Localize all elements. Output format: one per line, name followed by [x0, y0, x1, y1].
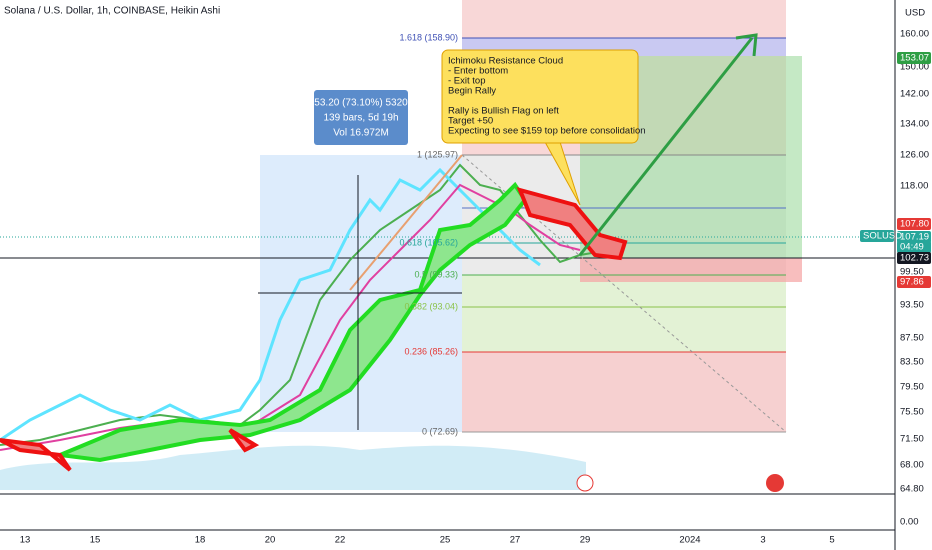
fib-label: 0 (72.69) — [422, 426, 458, 436]
time-label: 25 — [440, 535, 451, 546]
price-badge — [897, 252, 931, 264]
annotation-line: Target +50 — [448, 116, 493, 127]
currency: USD — [905, 8, 925, 19]
fib-label: 0.5 (99.33) — [414, 269, 458, 279]
annotation-box — [441, 49, 639, 144]
annotation-line: Begin Rally — [448, 86, 496, 97]
price-label: 71.50 — [900, 434, 924, 445]
annotation-line: Ichimoku Resistance Cloud — [448, 56, 563, 67]
annotation-line: - Exit top — [448, 76, 486, 87]
time-label: 22 — [335, 535, 346, 546]
time-label: 20 — [265, 535, 276, 546]
arrow-head — [735, 33, 758, 57]
time-label: 27 — [510, 535, 521, 546]
fib-label: 1.618 (158.90) — [399, 32, 458, 42]
time-label: 5 — [829, 535, 834, 546]
measure-text: Vol 16.972M — [333, 128, 389, 139]
target-arrow — [578, 37, 754, 256]
annotation-line: - Enter bottom — [448, 66, 508, 77]
price-label: 160.00 — [900, 29, 929, 40]
price-label: 0.00 — [900, 517, 919, 528]
rally-line — [349, 154, 463, 291]
badge-text: 97.86 — [900, 277, 924, 288]
trend-dash — [461, 154, 787, 433]
fib-zone-bottom — [462, 352, 786, 432]
time-label: 2024 — [679, 535, 700, 546]
ichimoku-cloud-red — [0, 187, 628, 472]
price-label: 142.00 — [900, 89, 929, 100]
price-label: 64.80 — [900, 484, 924, 495]
volume — [0, 445, 586, 490]
badge-text: SOLUSD — [863, 231, 902, 242]
loss-zone — [580, 258, 802, 282]
price-label: 87.50 — [900, 333, 924, 344]
time-label: 13 — [20, 535, 31, 546]
badge-text: 107.80 — [900, 219, 929, 230]
fib-lines — [462, 37, 786, 433]
price-badge — [897, 276, 931, 288]
flag-icon[interactable] — [766, 474, 784, 492]
candles — [0, 163, 611, 446]
measure-text: 139 bars, 5d 19h — [323, 113, 398, 124]
price-axis-bg — [895, 0, 932, 550]
event-icon[interactable] — [576, 474, 594, 492]
price-label: 126.00 — [900, 150, 929, 161]
price-label: 79.50 — [900, 382, 924, 393]
price-badge — [860, 230, 894, 242]
lagging-span — [0, 167, 541, 442]
fib-label: 0.236 (85.26) — [404, 346, 458, 356]
annotation-line: Expecting to see $159 top before consoli… — [448, 126, 646, 137]
price-label: 134.00 — [900, 119, 929, 130]
price-badge — [897, 218, 931, 230]
price-badge — [897, 231, 931, 243]
price-label: 93.50 — [900, 300, 924, 311]
chart-title: Solana / U.S. Dollar, 1h, COINBASE, Heik… — [4, 6, 220, 17]
price-label: 99.50 — [900, 267, 924, 278]
time-label: 15 — [90, 535, 101, 546]
price-badge — [897, 241, 931, 253]
time-label: 3 — [760, 535, 765, 546]
measure-text: 53.20 (73.10%) 5320 — [314, 98, 408, 109]
price-label: 118.00 — [900, 181, 928, 192]
price-label: 150.00 — [900, 62, 929, 73]
fib-zone-low — [462, 275, 786, 352]
badge-text: 153.07 — [900, 53, 929, 64]
time-label: 18 — [195, 535, 206, 546]
measure-box — [314, 90, 408, 145]
price-label: 75.50 — [900, 407, 924, 418]
badge-text: 04:49 — [900, 242, 924, 253]
price-label: 83.50 — [900, 357, 924, 368]
badge-text: 107.19 — [900, 232, 929, 243]
fib-label: 0.382 (93.04) — [404, 301, 458, 311]
annotation-line: Rally is Bullish Flag on left — [448, 106, 559, 117]
badge-text: 102.73 — [900, 253, 929, 264]
price-label: 68.00 — [900, 460, 924, 471]
price-badge — [897, 52, 931, 64]
time-label: 29 — [580, 535, 591, 546]
fib-label: 0.618 (105.62) — [399, 237, 458, 247]
fib-label: 1 (125.97) — [417, 149, 458, 159]
